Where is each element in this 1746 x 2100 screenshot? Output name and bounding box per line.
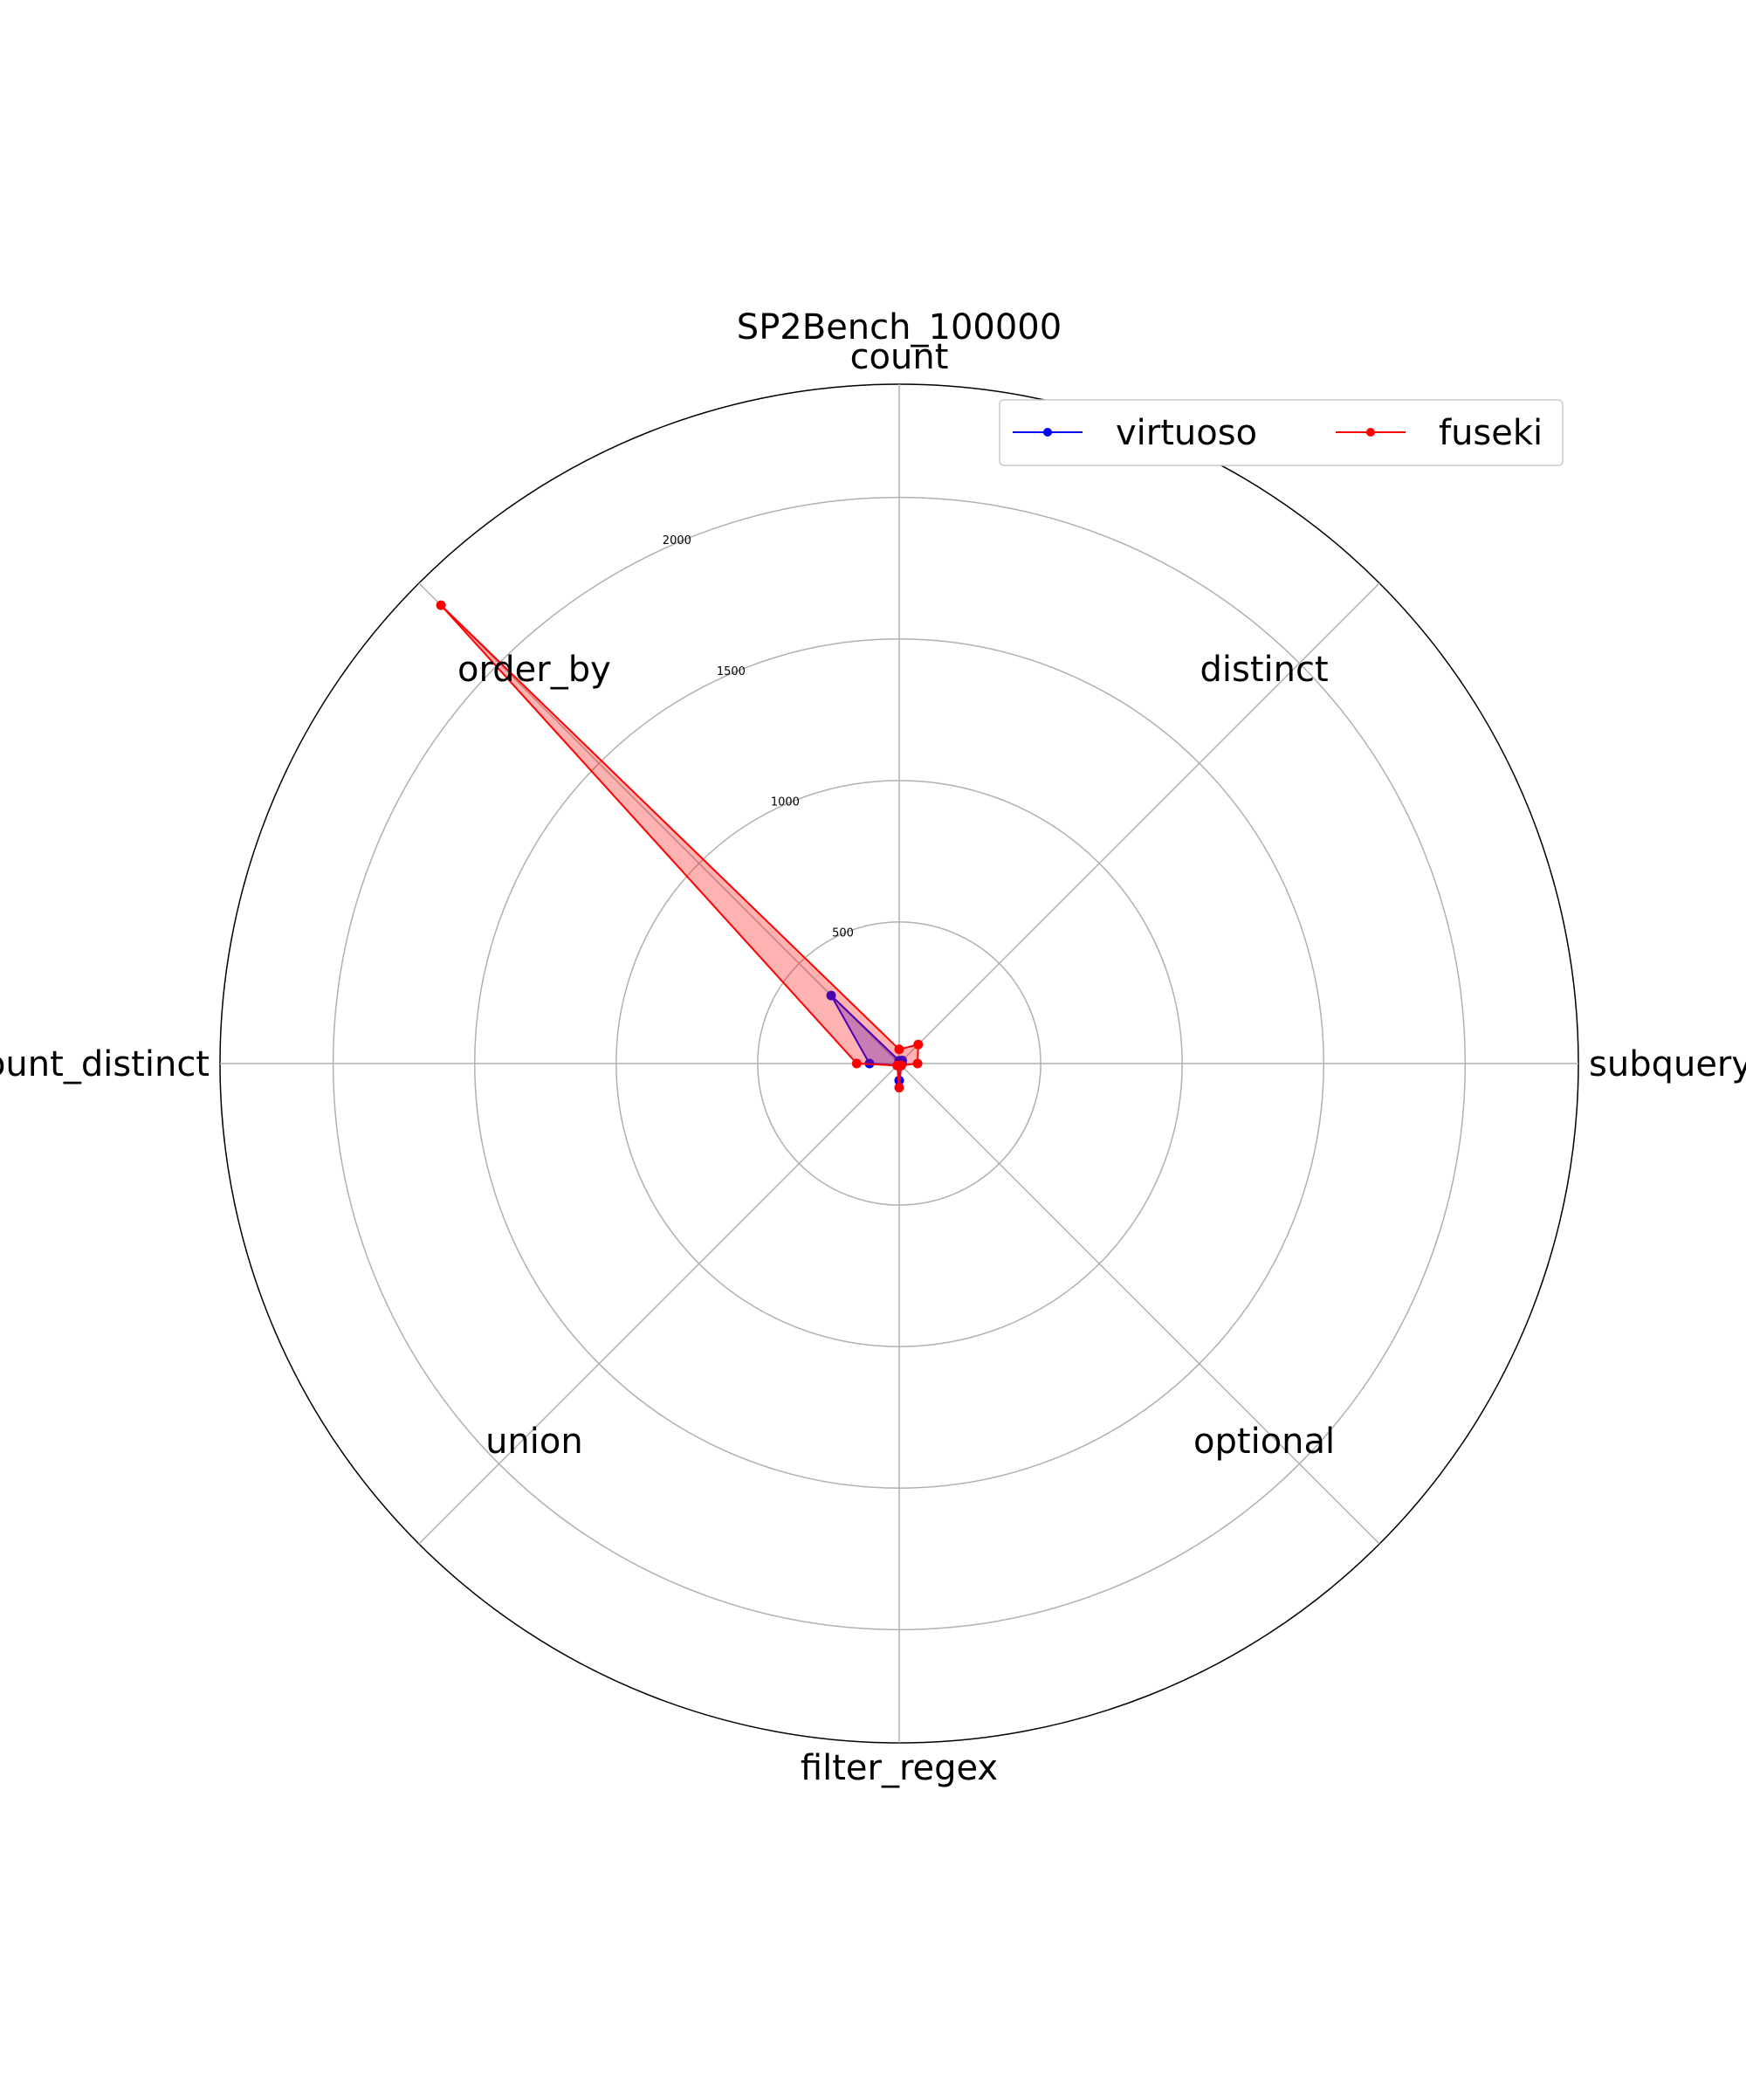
legend-item-virtuoso: virtuoso bbox=[1013, 413, 1257, 453]
axis-label-filter_regex: filter_regex bbox=[801, 1748, 998, 1788]
axis-label-union: union bbox=[485, 1422, 583, 1462]
series-fuseki bbox=[436, 600, 924, 1093]
radial-tick-label-1500: 1500 bbox=[717, 665, 746, 678]
label-layer: count distinct subquery optional filter_rege… bbox=[0, 337, 1746, 1788]
point-fuseki-order_by bbox=[436, 600, 446, 610]
axis-label-order_by: order_by bbox=[457, 650, 611, 690]
grid-layer bbox=[219, 383, 1579, 1744]
axis-label-count: count bbox=[850, 337, 949, 377]
axis-spoke-distinct bbox=[898, 582, 1380, 1064]
radial-tick-label-1000: 1000 bbox=[771, 796, 800, 809]
series-area-virtuoso bbox=[831, 995, 903, 1081]
legend-item-fuseki: fuseki bbox=[1336, 413, 1543, 453]
series-layer bbox=[436, 600, 924, 1093]
radial-tick-label-500: 500 bbox=[832, 926, 854, 940]
point-fuseki-group_by_having_count_distinct bbox=[851, 1058, 862, 1069]
axis-label-group_by_having_count_distinct: group_by_having_count_distinct bbox=[0, 1044, 210, 1084]
legend-marker-fuseki bbox=[1366, 428, 1375, 437]
point-fuseki-union bbox=[892, 1060, 903, 1071]
axis-label-optional: optional bbox=[1193, 1422, 1335, 1462]
radial-tick-label-2000: 2000 bbox=[663, 534, 691, 547]
point-fuseki-count bbox=[894, 1044, 904, 1055]
legend-frame bbox=[999, 399, 1564, 466]
axis-spoke-optional bbox=[898, 1063, 1380, 1545]
legend: virtuoso fuseki bbox=[999, 399, 1564, 466]
legend-marker-virtuoso bbox=[1043, 428, 1052, 437]
point-fuseki-subquery bbox=[912, 1058, 923, 1069]
point-virtuoso-order_by bbox=[826, 990, 836, 1001]
legend-label-fuseki: fuseki bbox=[1439, 413, 1543, 453]
axis-label-subquery: subquery bbox=[1589, 1044, 1746, 1084]
axis-label-distinct: distinct bbox=[1200, 650, 1329, 690]
point-fuseki-distinct bbox=[913, 1039, 924, 1050]
chart-title: SP2Bench_100000 bbox=[737, 307, 1062, 348]
axis-spoke-union bbox=[418, 1063, 900, 1545]
series-area-fuseki bbox=[441, 605, 918, 1088]
axis-spoke-order_by bbox=[418, 582, 900, 1064]
point-fuseki-filter_regex bbox=[894, 1083, 904, 1093]
legend-label-virtuoso: virtuoso bbox=[1116, 413, 1257, 453]
